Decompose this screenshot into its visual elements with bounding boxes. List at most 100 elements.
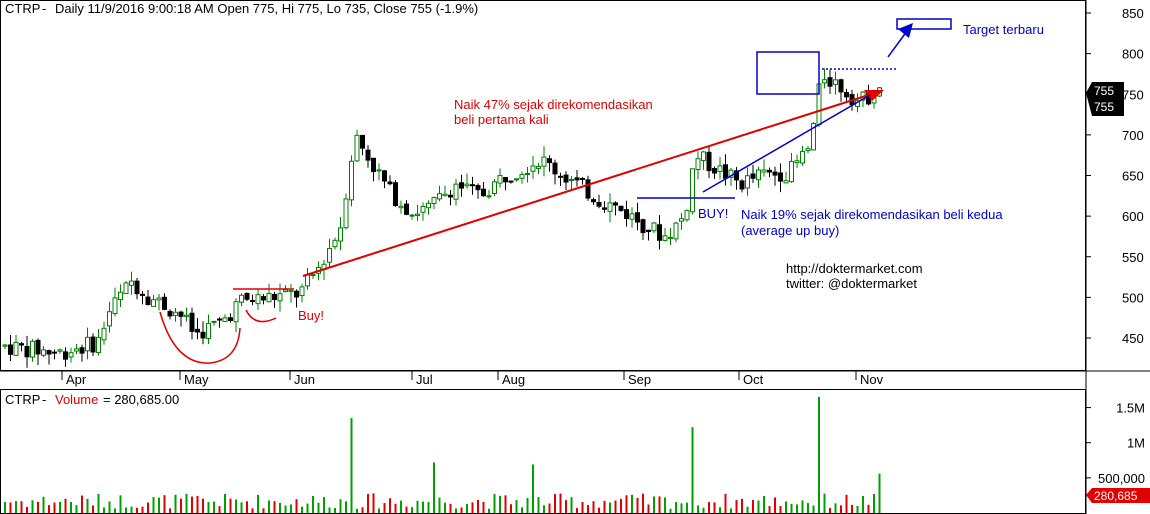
volume-bar [81, 495, 83, 513]
volume-bar [691, 427, 694, 513]
month-label: Jun [294, 372, 315, 387]
price-tick-label: 750 [1122, 87, 1144, 102]
header-dash: - [42, 1, 46, 16]
candle-body [833, 79, 838, 85]
price-tick-label: 450 [1122, 331, 1144, 346]
candle-body [734, 170, 739, 181]
candle-body [145, 296, 151, 305]
candle-body [481, 188, 486, 197]
price-tick-label: 800 [1122, 47, 1144, 62]
volume-tick-label: 1.5M [1116, 401, 1145, 416]
candle-body [382, 170, 387, 182]
volume-bar [312, 496, 314, 513]
volume-bar [64, 498, 67, 513]
volume-bar [675, 502, 677, 513]
volume-bar [697, 505, 699, 513]
price-tick-label: 650 [1122, 169, 1144, 184]
last-volume-label: 280,685 [1094, 489, 1138, 503]
candle-body [2, 344, 8, 347]
volume-bar [411, 507, 413, 513]
candle-body [233, 301, 239, 323]
candle-body [679, 218, 684, 222]
month-label: Apr [66, 372, 87, 387]
candle-body [41, 349, 46, 356]
candle-body [541, 156, 547, 167]
volume-bar [488, 508, 490, 513]
candle-body [552, 162, 558, 175]
volume-bar [334, 507, 336, 513]
candle-body [624, 209, 629, 220]
volume-bar [856, 505, 859, 513]
volume-header-label: Volume [55, 392, 98, 407]
volume-bar [207, 501, 210, 513]
volume-bar [730, 508, 732, 513]
volume-bar [526, 498, 529, 513]
volume-bar [213, 501, 215, 513]
candle-body [629, 213, 635, 220]
volume-bar [394, 503, 397, 513]
candle-body [200, 331, 206, 339]
candle-body [761, 169, 767, 173]
candle-body [662, 235, 668, 241]
annotation-shapes [159, 18, 952, 364]
candle-body [690, 168, 695, 213]
candle-body [46, 350, 52, 355]
volume-bar [851, 504, 853, 513]
candle-body [57, 349, 63, 352]
candle-body [701, 151, 706, 161]
volume-bar [774, 497, 776, 513]
volume-bar [559, 493, 562, 513]
candle-body [602, 207, 607, 210]
candle-body [35, 339, 41, 355]
volume-bar [229, 498, 232, 513]
gain-line-47 [302, 91, 879, 277]
candle-body [90, 336, 96, 353]
candle-body [695, 158, 701, 170]
candle-body [68, 352, 74, 358]
volume-bar [422, 501, 424, 513]
volume-bar [246, 501, 248, 513]
volume-bar [119, 495, 122, 513]
volume-bar [70, 501, 72, 513]
candle-body [827, 77, 833, 87]
target-box [896, 18, 952, 30]
last-close-marker: 755 755 [1086, 82, 1124, 116]
volume-bar [48, 505, 50, 513]
volume-bar [97, 493, 100, 513]
volume-bar [218, 506, 221, 513]
candle-body [426, 202, 431, 209]
volume-bar [163, 495, 166, 513]
candle-body [338, 227, 343, 242]
volume-bar [136, 507, 138, 513]
volume-bar [636, 497, 639, 513]
candle-body [717, 165, 723, 173]
candle-body [272, 294, 277, 301]
candle-body [585, 179, 591, 199]
price-tick-label: 550 [1122, 250, 1144, 265]
candle-body [52, 351, 57, 354]
volume-bar [532, 464, 534, 513]
volume-header-info: = 280,685.00 [103, 392, 179, 407]
candle-body [646, 229, 651, 233]
candle-body [376, 169, 382, 172]
candle-body [508, 180, 514, 183]
volume-bar [31, 500, 34, 513]
candle-body [24, 346, 30, 358]
volume-bar [878, 473, 881, 513]
volume-bar [669, 508, 672, 513]
volume-bar [713, 502, 716, 513]
candle-body [371, 157, 376, 173]
candle-body [74, 348, 79, 352]
volume-bar [185, 493, 188, 513]
candle-body [778, 172, 783, 182]
target-arrow-shaft [887, 30, 908, 58]
volume-bar [262, 508, 265, 513]
candle-body [574, 177, 580, 181]
volume-bar [735, 499, 738, 513]
candle-body [409, 214, 415, 217]
candle-body [596, 202, 602, 207]
volume-bar [350, 418, 353, 513]
volume-bar [807, 503, 809, 513]
candle-body [349, 160, 354, 201]
last-close-label: 755 [1094, 84, 1114, 98]
